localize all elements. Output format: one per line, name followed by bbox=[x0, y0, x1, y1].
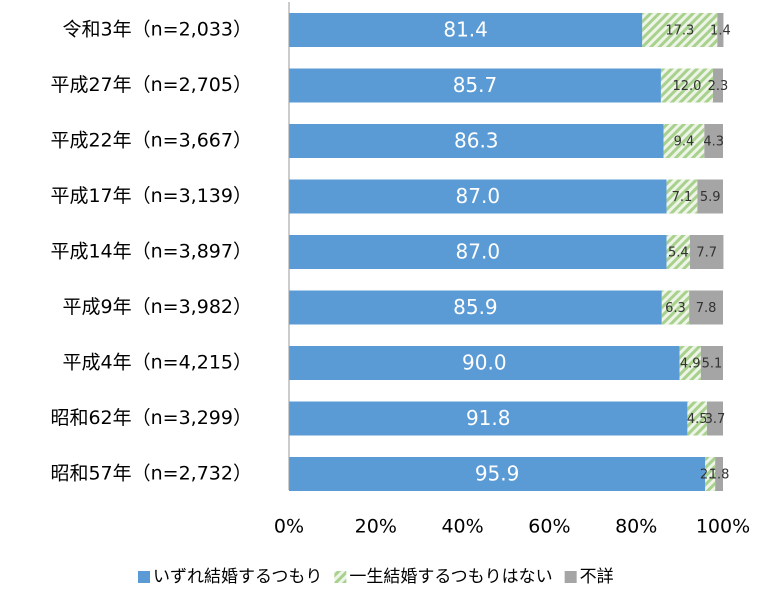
value-label: 87.0 bbox=[456, 184, 501, 208]
value-label: 87.0 bbox=[456, 240, 501, 264]
bar-segment bbox=[705, 457, 716, 491]
value-label: 9.4 bbox=[674, 135, 695, 150]
value-label: 81.4 bbox=[443, 18, 488, 42]
bar-segment bbox=[706, 401, 723, 436]
bar-segment bbox=[660, 68, 714, 103]
bar-segment bbox=[666, 235, 691, 269]
value-label: 1.4 bbox=[710, 24, 731, 39]
category-label: 平成27年（n=2,705） bbox=[50, 74, 252, 96]
value-label: 85.7 bbox=[453, 73, 498, 97]
bar-segment bbox=[289, 457, 706, 491]
legend-label: 一生結婚するつもりはない bbox=[349, 567, 552, 587]
value-label: 90.0 bbox=[462, 351, 507, 375]
bar-segment bbox=[642, 13, 718, 47]
bar-segment bbox=[697, 179, 723, 214]
value-label: 12.0 bbox=[673, 79, 702, 94]
value-label: 5.1 bbox=[702, 357, 723, 372]
bar-segment bbox=[700, 346, 723, 380]
category-label: 平成9年（n=3,982） bbox=[63, 296, 252, 318]
legend-swatch bbox=[564, 571, 577, 583]
value-label: 86.3 bbox=[454, 129, 499, 153]
legend-swatch bbox=[334, 571, 347, 583]
legend-swatch bbox=[138, 571, 150, 583]
x-tick-label: 100% bbox=[696, 516, 750, 538]
category-label: 平成14年（n=3,897） bbox=[50, 241, 252, 263]
bar-segment bbox=[289, 346, 680, 380]
bar-segment bbox=[690, 235, 724, 269]
bar-segment bbox=[289, 401, 688, 436]
bar-segment bbox=[663, 124, 705, 158]
category-label: 昭和57年（n=2,732） bbox=[50, 463, 252, 485]
value-label: 7.8 bbox=[696, 301, 717, 316]
value-label: 5.9 bbox=[700, 190, 721, 205]
bar-segment bbox=[704, 124, 723, 158]
bar-segment bbox=[289, 68, 661, 103]
bar-segment bbox=[715, 457, 723, 491]
value-label: 5.4 bbox=[668, 246, 689, 261]
bar-segment bbox=[289, 124, 664, 158]
category-label: 平成22年（n=3,667） bbox=[50, 130, 252, 152]
value-label: 1.8 bbox=[709, 468, 730, 483]
value-label: 4.9 bbox=[680, 357, 701, 372]
bar-segment bbox=[666, 179, 698, 214]
x-tick-label: 40% bbox=[441, 516, 483, 538]
value-label: 4.3 bbox=[703, 135, 724, 150]
bar-segment bbox=[289, 13, 643, 47]
legend-label: 不詳 bbox=[580, 567, 614, 587]
legend-label: いずれ結婚するつもり bbox=[153, 567, 322, 587]
category-label: 平成17年（n=3,139） bbox=[50, 185, 252, 207]
x-tick-label: 0% bbox=[274, 516, 304, 538]
bar-segment bbox=[717, 13, 724, 47]
value-label: 17.3 bbox=[665, 24, 694, 39]
category-label: 令和3年（n=2,033） bbox=[63, 19, 252, 41]
bar-segment bbox=[679, 346, 701, 380]
x-tick-label: 20% bbox=[355, 516, 397, 538]
bar-segment bbox=[661, 290, 690, 325]
value-label: 2.3 bbox=[708, 79, 729, 94]
x-tick-label: 80% bbox=[615, 516, 657, 538]
value-label: 4.5 bbox=[687, 412, 708, 427]
value-label: 7.7 bbox=[696, 246, 717, 261]
category-label: 昭和62年（n=3,299） bbox=[50, 407, 252, 429]
bar-segment bbox=[713, 68, 723, 103]
bar-segment bbox=[289, 235, 667, 269]
bar-segment bbox=[687, 401, 707, 436]
value-label: 7.1 bbox=[672, 190, 693, 205]
x-tick-label: 60% bbox=[528, 516, 570, 538]
value-label: 3.7 bbox=[705, 412, 726, 427]
category-label: 平成4年（n=4,215） bbox=[63, 352, 252, 374]
value-label: 85.9 bbox=[453, 295, 498, 319]
bar-segment bbox=[289, 290, 662, 325]
value-label: 6.3 bbox=[665, 301, 686, 316]
bar-segment bbox=[289, 179, 667, 214]
value-label: 91.8 bbox=[466, 406, 511, 430]
value-label: 95.9 bbox=[475, 462, 520, 486]
bar-segment bbox=[689, 290, 723, 325]
